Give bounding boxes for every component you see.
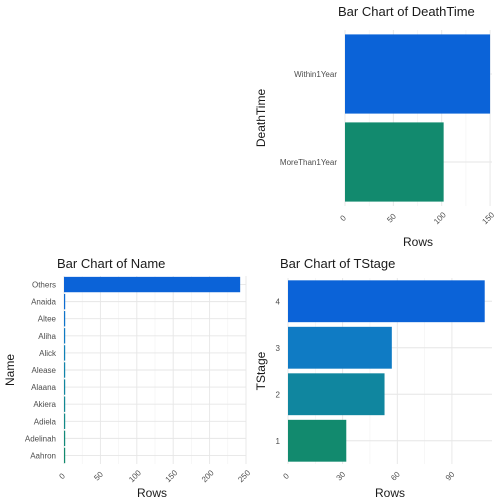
name-category-label: Adelinah (25, 434, 56, 443)
name-category-label: Others (32, 281, 56, 290)
name-bar (64, 328, 66, 344)
name-category-label: Anaida (31, 298, 56, 307)
name-category-label: Alaana (31, 383, 56, 392)
tstage-bar (288, 419, 347, 462)
name-bar (64, 396, 66, 412)
tstage-category-label: 3 (276, 344, 281, 353)
deathtime-x-tick-label: 50 (385, 212, 398, 225)
deathtime-category-label: MoreThan1Year (280, 158, 337, 167)
name-x-tick-label: 200 (200, 468, 216, 484)
deathtime-chart-title: Bar Chart of DeathTime (338, 4, 475, 19)
deathtime-chart: Bar Chart of DeathTime Rows DeathTime Wi… (254, 4, 497, 249)
name-chart-title: Bar Chart of Name (57, 256, 165, 271)
name-x-tick-label: 50 (92, 470, 105, 483)
deathtime-y-axis-label: DeathTime (254, 89, 268, 148)
tstage-bar (288, 326, 392, 369)
name-x-tick-label: 0 (57, 471, 67, 481)
tstage-x-tick-label: 0 (281, 471, 291, 481)
name-bar (64, 276, 241, 293)
deathtime-bar (345, 34, 491, 114)
name-x-tick-label: 150 (164, 468, 180, 484)
name-x-axis-label: Rows (137, 486, 167, 500)
deathtime-x-axis-label: Rows (403, 235, 433, 249)
deathtime-category-label: Within1Year (294, 70, 337, 79)
name-category-label: Alease (32, 366, 57, 375)
name-x-tick-label: 250 (236, 468, 252, 484)
name-bar (64, 362, 66, 378)
name-category-label: Altee (38, 315, 57, 324)
name-category-label: Aahron (30, 451, 56, 460)
name-category-label: Adiela (34, 417, 57, 426)
name-category-label: Akiera (33, 400, 56, 409)
tstage-x-tick-label: 30 (335, 470, 348, 483)
deathtime-x-tick-label: 150 (480, 210, 496, 226)
tstage-chart-title: Bar Chart of TStage (280, 256, 395, 271)
tstage-category-label: 1 (276, 437, 281, 446)
name-bar (64, 345, 66, 361)
name-category-label: Alick (39, 349, 57, 358)
name-bar (64, 430, 66, 447)
deathtime-x-tick-label: 100 (432, 210, 448, 226)
name-bar (64, 447, 66, 464)
name-chart: Bar Chart of Name Rows Name Others Anaida… (3, 256, 253, 500)
name-bar (64, 293, 66, 310)
tstage-x-tick-label: 60 (389, 470, 402, 483)
name-x-tick-label: 100 (127, 468, 143, 484)
name-grid (63, 276, 247, 464)
tstage-category-label: 4 (276, 297, 281, 306)
deathtime-bar (345, 122, 444, 202)
tstage-x-tick-label: 90 (444, 470, 457, 483)
tstage-bar (288, 280, 485, 323)
name-bar (64, 379, 66, 395)
tstage-y-axis-label: TStage (254, 351, 268, 390)
name-y-axis-label: Name (3, 354, 17, 386)
name-bar (64, 413, 66, 429)
tstage-chart: Bar Chart of TStage Rows TStage 4 3 2 1 0 30 6… (254, 256, 492, 500)
tstage-bar (288, 373, 385, 416)
deathtime-x-tick-label: 0 (338, 213, 348, 223)
name-category-label: Aliha (38, 332, 56, 341)
name-bar (64, 311, 66, 327)
tstage-x-axis-label: Rows (375, 486, 405, 500)
tstage-category-label: 2 (276, 390, 281, 399)
